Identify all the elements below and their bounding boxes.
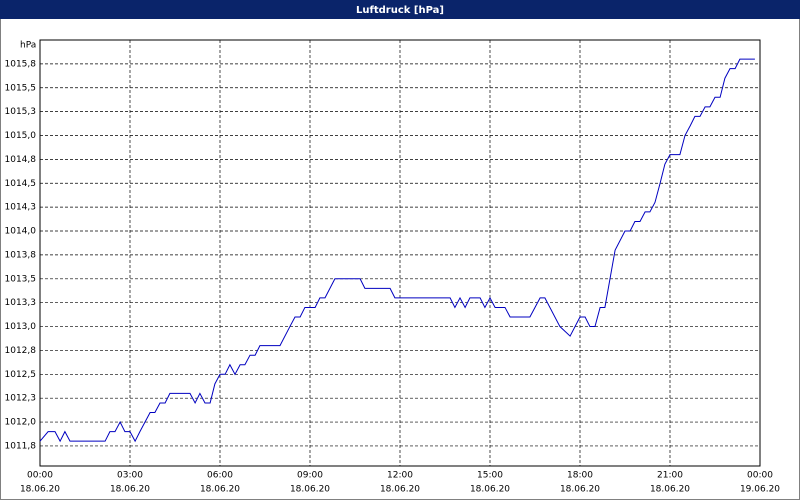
y-tick-label: 1012,8: [5, 346, 37, 356]
x-tick-date: 18.06.20: [380, 485, 420, 495]
data-line: [39, 58, 755, 443]
y-tick-label: 1015,0: [5, 131, 37, 141]
y-tick-label: 1013,8: [5, 250, 37, 260]
x-tick-label: 15:00: [477, 471, 503, 481]
x-tick-date: 18.06.20: [290, 485, 330, 495]
x-tick-label: 18:00: [567, 471, 593, 481]
x-tick-label: 00:00: [747, 471, 773, 481]
y-tick-label: 1013,0: [5, 322, 37, 332]
chart-title: Luftdruck [hPa]: [356, 5, 444, 16]
x-tick-label: 03:00: [117, 471, 143, 481]
y-tick-label: 1013,5: [5, 274, 37, 284]
y-tick-label: 1015,8: [5, 59, 37, 69]
x-tick-label: 09:00: [297, 471, 323, 481]
x-tick-date: 19.06.20: [740, 485, 780, 495]
y-tick-label: 1012,3: [5, 394, 37, 404]
x-tick-label: 21:00: [657, 471, 683, 481]
y-tick-label: 1012,5: [5, 370, 37, 380]
y-tick-label: 1015,3: [5, 107, 37, 117]
x-tick-label: 00:00: [27, 471, 53, 481]
x-tick-label: 12:00: [387, 471, 413, 481]
y-tick-label: 1014,5: [5, 179, 37, 189]
y-tick-label: 1012,0: [5, 418, 37, 428]
x-tick-date: 18.06.20: [20, 485, 60, 495]
x-tick-date: 18.06.20: [200, 485, 240, 495]
y-tick-label: 1013,3: [5, 298, 37, 308]
y-tick-label: 1014,0: [5, 227, 37, 237]
y-tick-label: 1014,8: [5, 155, 37, 165]
x-tick-date: 18.06.20: [470, 485, 510, 495]
title-bar: [0, 0, 800, 19]
x-tick-label: 06:00: [207, 471, 233, 481]
y-tick-label: 1015,5: [5, 83, 37, 93]
y-tick-label: 1011,8: [5, 441, 37, 451]
x-tick-date: 18.06.20: [110, 485, 150, 495]
y-tick-label: 1014,3: [5, 203, 37, 213]
y-axis-label: hPa: [20, 41, 36, 51]
x-tick-date: 18.06.20: [650, 485, 690, 495]
x-tick-date: 18.06.20: [560, 485, 600, 495]
